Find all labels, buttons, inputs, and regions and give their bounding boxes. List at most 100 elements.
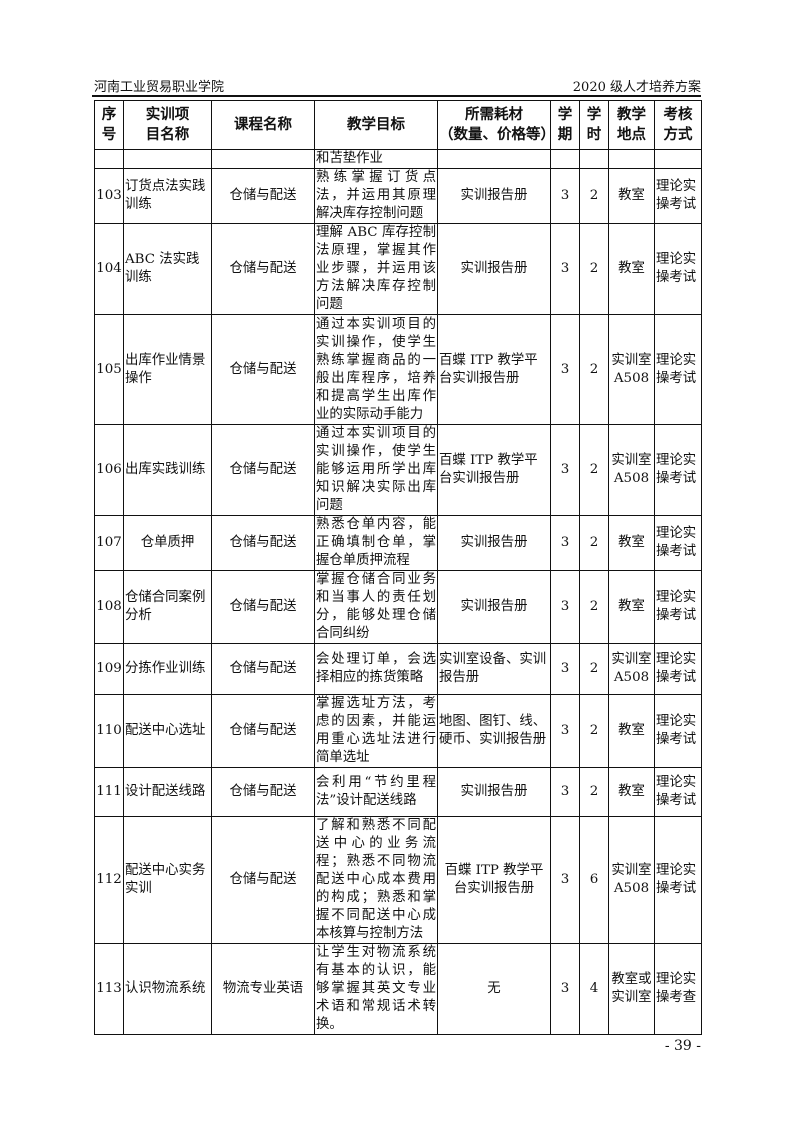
column-header: 教学地点 (608, 100, 655, 150)
term-cell: 3 (550, 168, 580, 224)
materials-cell: 实训室设备、实训报告册 (437, 643, 551, 695)
no-cell: 113 (94, 943, 124, 1035)
hours-cell: 2 (579, 643, 609, 695)
no-cell: 106 (94, 424, 124, 516)
exam-cell: 理论实操考试 (654, 424, 702, 516)
hours-cell: 2 (579, 168, 609, 224)
column-header: 学期 (550, 100, 580, 150)
table-row: 104 ABC 法实践训练 仓储与配送 理解 ABC 库存控制法原理，掌握其作业步骤，… (94, 223, 702, 315)
term-cell: 3 (550, 943, 580, 1035)
exam-cell: 理论实操考试 (654, 314, 702, 425)
place-cell: 教室 (608, 168, 655, 224)
course-cell: 仓储与配送 (211, 314, 315, 425)
header-program: 2020 级人才培养方案 (572, 80, 701, 95)
no-cell: 112 (94, 816, 124, 944)
exam-cell: 理论实操考试 (654, 816, 702, 944)
goal-cell: 通过本实训项目的实训操作，使学生能够运用所学出库知识解决实际出库问题 (314, 424, 438, 516)
name-cell: 出库作业情景操作 (123, 314, 212, 425)
header-institution: 河南工业贸易职业学院 (94, 80, 225, 95)
no-cell: 104 (94, 223, 124, 315)
column-header: 所需耗材 （数量、价格等） (437, 100, 555, 150)
training-table: 序号实训项 目名称 课程名称 教学目标 所需耗材 （数量、价格等）学期学时教学地点 考核方式… (94, 100, 702, 1035)
course-cell: 仓储与配送 (211, 816, 315, 944)
exam-cell: 理论实操考试 (654, 168, 702, 224)
term-cell: 3 (550, 570, 580, 644)
goal-cell: 熟练掌握订货点法，并运用其原理解决库存控制问题 (314, 168, 438, 224)
term-cell: 3 (550, 694, 580, 768)
column-header: 实训项 目名称 (123, 100, 212, 150)
hours-cell: 2 (579, 694, 609, 768)
term-cell: 3 (550, 643, 580, 695)
term-cell: 3 (550, 314, 580, 425)
table-row: 111 设计配送线路 仓储与配送 会利用“节约里程法”设计配送线路 实训报告册 3 2 教室理… (94, 767, 702, 817)
table-row: 106 出库实践训练 仓储与配送 通过本实训项目的实训操作，使学生能够运用所学出库知识… (94, 424, 702, 516)
materials-cell: 百蝶 ITP 教学平台实训报告册 (437, 816, 551, 944)
no-cell: 110 (94, 694, 124, 768)
course-cell: 仓储与配送 (211, 767, 315, 817)
term-cell: 3 (550, 767, 580, 817)
exam-cell: 理论实操考试 (654, 223, 702, 315)
name-cell: 设计配送线路 (123, 767, 212, 817)
exam-cell: 理论实操考试 (654, 694, 702, 768)
term-cell: 3 (550, 223, 580, 315)
place-cell: 实训室A508 (608, 424, 655, 516)
hours-cell: 6 (579, 816, 609, 944)
no-cell: 109 (94, 643, 124, 695)
hours-cell: 4 (579, 943, 609, 1035)
term-cell: 3 (550, 816, 580, 944)
goal-cell: 了解和熟悉不同配送中心的业务流程；熟悉不同物流配送中心成本费用的构成；熟悉和掌握… (314, 816, 438, 944)
name-cell: 仓储合同案例分析 (123, 570, 212, 644)
course-cell: 仓储与配送 (211, 223, 315, 315)
exam-cell: 理论实操考试 (654, 643, 702, 695)
hours-cell: 2 (579, 515, 609, 571)
header-rule (92, 95, 701, 97)
materials-cell: 实训报告册 (437, 223, 551, 315)
term-cell: 3 (550, 424, 580, 516)
goal-cell: 掌握选址方法，考虑的因素，并能运用重心选址法进行简单选址 (314, 694, 438, 768)
goal-cell: 理解 ABC 库存控制法原理，掌握其作业步骤，并运用该方法解决库存控制问题 (314, 223, 438, 315)
hours-cell: 2 (579, 767, 609, 817)
materials-cell: 百蝶 ITP 教学平台实训报告册 (437, 314, 551, 425)
exam-cell: 理论实操考查 (654, 943, 702, 1035)
table-row: 112 配送中心实务实训 仓储与配送 了解和熟悉不同配送中心的业务流程；熟悉不同物流配… (94, 816, 702, 944)
course-cell: 仓储与配送 (211, 424, 315, 516)
table-header-row: 序号实训项 目名称 课程名称 教学目标 所需耗材 （数量、价格等）学期学时教学地点 考核方式 (94, 100, 702, 150)
exam-cell: 理论实操考试 (654, 570, 702, 644)
course-cell: 物流专业英语 (211, 943, 315, 1035)
no-cell: 107 (94, 515, 124, 571)
column-header: 教学目标 (314, 100, 438, 150)
table-row: 113 认识物流系统 物流专业英语 让学生对物流系统有基本的认识，能够掌握其英文专业术… (94, 943, 702, 1035)
course-cell: 仓储与配送 (211, 570, 315, 644)
table-row: 103 订货点法实践训练 仓储与配送 熟练掌握订货点法，并运用其原理解决库存控制问题实… (94, 168, 702, 224)
table-row: 109 分拣作业训练 仓储与配送 会处理订单，会选择相应的拣货策略 实训室设备、实训报告… (94, 643, 702, 695)
column-header: 考核方式 (654, 100, 702, 150)
column-header: 课程名称 (211, 100, 315, 150)
hours-cell: 2 (579, 223, 609, 315)
materials-cell: 实训报告册 (437, 515, 551, 571)
column-header: 序号 (94, 100, 124, 150)
place-cell: 教室 (608, 223, 655, 315)
materials-cell: 实训报告册 (437, 168, 551, 224)
no-cell: 105 (94, 314, 124, 425)
term-cell: 3 (550, 515, 580, 571)
materials-cell: 百蝶 ITP 教学平台实训报告册 (437, 424, 551, 516)
page-number: - 39 - (664, 1038, 701, 1054)
exam-cell: 理论实操考试 (654, 767, 702, 817)
name-cell: 分拣作业训练 (123, 643, 212, 695)
place-cell: 实训室A508 (608, 643, 655, 695)
place-cell: 教室 (608, 694, 655, 768)
no-cell: 103 (94, 168, 124, 224)
column-header-label: 教学地点 (617, 106, 646, 143)
name-cell: 仓单质押 (123, 515, 212, 571)
name-cell: 认识物流系统 (123, 943, 212, 1035)
goal-cell: 让学生对物流系统有基本的认识，能够掌握其英文专业术语和常规话术转换。 (314, 943, 438, 1035)
name-cell: ABC 法实践训练 (123, 223, 212, 315)
goal-cell: 和苫垫作业 (314, 149, 438, 169)
course-cell: 仓储与配送 (211, 694, 315, 768)
name-cell: 配送中心实务实训 (123, 816, 212, 944)
goal-cell: 熟悉仓单内容，能正确填制仓单，掌握仓单质押流程 (314, 515, 438, 571)
column-header-label: 考核方式 (663, 106, 693, 143)
course-cell: 仓储与配送 (211, 515, 315, 571)
hours-cell: 2 (579, 570, 609, 644)
place-cell: 实训室A508 (608, 816, 655, 944)
